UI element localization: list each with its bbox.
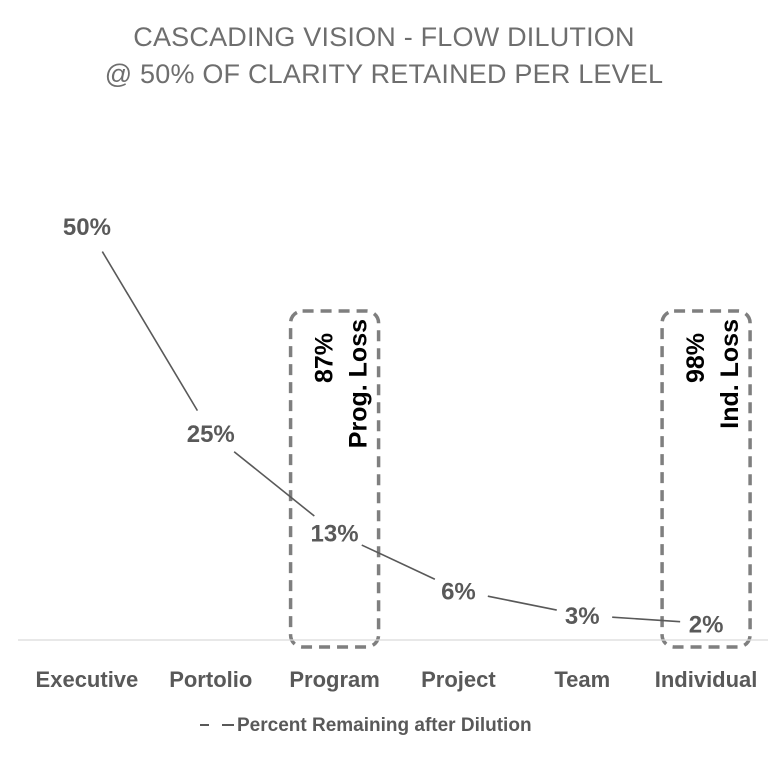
annotation-value: 87%: [311, 333, 339, 383]
x-tick-label: Executive: [36, 667, 139, 692]
annotation-box: [288, 309, 381, 649]
series-line-segment: [361, 544, 436, 580]
annotation-1: 87% Prog. Loss: [288, 309, 381, 649]
chart-title: CASCADING VISION - FLOW DILUTION: [133, 22, 635, 52]
data-label: 2%: [689, 611, 724, 638]
annotation-box: [660, 309, 752, 649]
annotation-label: Ind. Loss: [716, 319, 744, 429]
data-label: 6%: [441, 578, 476, 605]
annotation-label: Prog. Loss: [345, 319, 373, 448]
x-tick-label: Portolio: [169, 667, 252, 692]
legend-label: Percent Remaining after Dilution: [237, 715, 532, 736]
data-label: 3%: [565, 603, 600, 630]
series-line-segment: [233, 451, 315, 517]
x-tick-label: Individual: [655, 667, 758, 692]
series-line-segment: [487, 595, 557, 611]
data-label: 25%: [187, 421, 235, 448]
annotation-value: 98%: [682, 333, 710, 383]
x-tick-label: Project: [421, 667, 496, 692]
data-label: 50%: [63, 214, 111, 241]
series-line-segment: [101, 251, 199, 412]
series-line-segment: [612, 616, 681, 623]
data-label: 13%: [311, 520, 359, 547]
x-tick-label: Team: [554, 667, 610, 692]
chart-subtitle: @ 50% OF CLARITY RETAINED PER LEVEL: [104, 59, 664, 89]
legend: Percent Remaining after Dilution: [200, 715, 532, 736]
x-tick-label: Program: [289, 667, 379, 692]
annotation-2: 98% Ind. Loss: [660, 309, 752, 649]
